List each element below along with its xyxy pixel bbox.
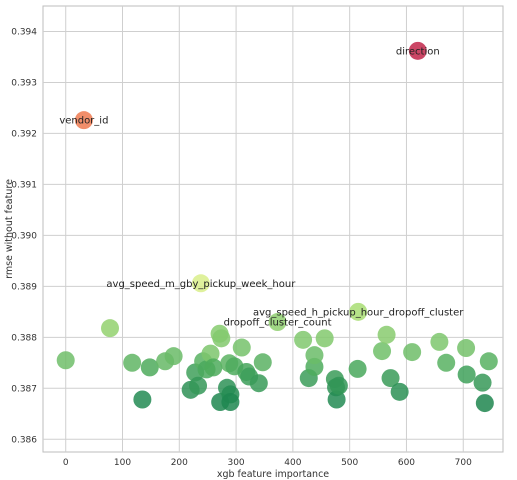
data-point: [56, 351, 75, 370]
point-annotation: direction: [396, 46, 440, 57]
grid: [43, 6, 503, 452]
data-point: [479, 352, 498, 371]
data-point: [189, 376, 208, 395]
y-tick-label: 0.394: [11, 27, 37, 37]
data-point: [437, 353, 456, 372]
y-tick-label: 0.390: [11, 231, 37, 241]
data-point: [164, 347, 183, 366]
data-point: [191, 274, 210, 293]
x-tick-label: 600: [398, 458, 415, 468]
data-point: [390, 382, 409, 401]
data-point: [377, 325, 396, 344]
data-point: [294, 330, 313, 349]
data-point: [430, 332, 449, 351]
data-point: [457, 365, 476, 384]
x-tick-label: 400: [284, 458, 301, 468]
y-tick-label: 0.387: [11, 384, 37, 394]
y-tick-label: 0.388: [11, 333, 37, 343]
annotations: direction vendor_id avg_speed_m_gby_pickup…: [59, 46, 464, 328]
x-tick-label: 0: [63, 458, 69, 468]
data-point: [249, 374, 268, 393]
data-point: [315, 329, 334, 348]
x-tick-label: 300: [227, 458, 244, 468]
data-point: [212, 329, 231, 348]
data-point: [74, 111, 93, 130]
data-point: [348, 359, 367, 378]
data-points: [56, 41, 498, 413]
y-tick-label: 0.393: [11, 78, 37, 88]
data-point: [201, 344, 220, 363]
data-point: [373, 342, 392, 361]
point-annotation: avg_speed_h_pickup_hour_dropoff_cluster: [253, 307, 464, 318]
point-annotation: avg_speed_m_gby_pickup_week_hour: [106, 279, 296, 290]
data-point: [305, 346, 324, 365]
data-point: [403, 343, 422, 362]
y-tick-label: 0.392: [11, 129, 37, 139]
y-axis-label: rmse without feature: [4, 179, 15, 279]
x-tick-label: 100: [114, 458, 131, 468]
data-point: [473, 373, 492, 392]
data-point: [204, 358, 223, 377]
y-tick-label: 0.391: [11, 180, 37, 190]
y-tick-label: 0.389: [11, 282, 37, 292]
data-point: [349, 302, 368, 321]
data-point: [329, 376, 348, 395]
data-point: [475, 394, 494, 413]
data-point: [232, 338, 251, 357]
data-point: [381, 369, 400, 388]
tick-labels: 0 100 200 300 400 500 600 700 0.386 0.387 0.388 0.3…: [11, 27, 472, 468]
data-point: [140, 358, 159, 377]
data-point: [457, 339, 476, 358]
data-point: [101, 319, 120, 338]
data-point: [408, 41, 427, 60]
x-tick-label: 700: [455, 458, 472, 468]
data-point: [327, 390, 346, 409]
point-annotation: dropoff_cluster_count: [224, 318, 332, 329]
x-axis-label: xgb feature importance: [217, 469, 329, 480]
data-point: [268, 313, 287, 332]
data-point: [133, 390, 152, 409]
data-point: [221, 393, 240, 412]
x-tick-label: 200: [171, 458, 188, 468]
data-point: [253, 353, 272, 372]
point-annotation: vendor_id: [59, 116, 108, 127]
x-tick-label: 500: [341, 458, 358, 468]
y-tick-label: 0.386: [11, 435, 37, 445]
data-point: [123, 353, 142, 372]
plot-area: [42, 5, 504, 453]
